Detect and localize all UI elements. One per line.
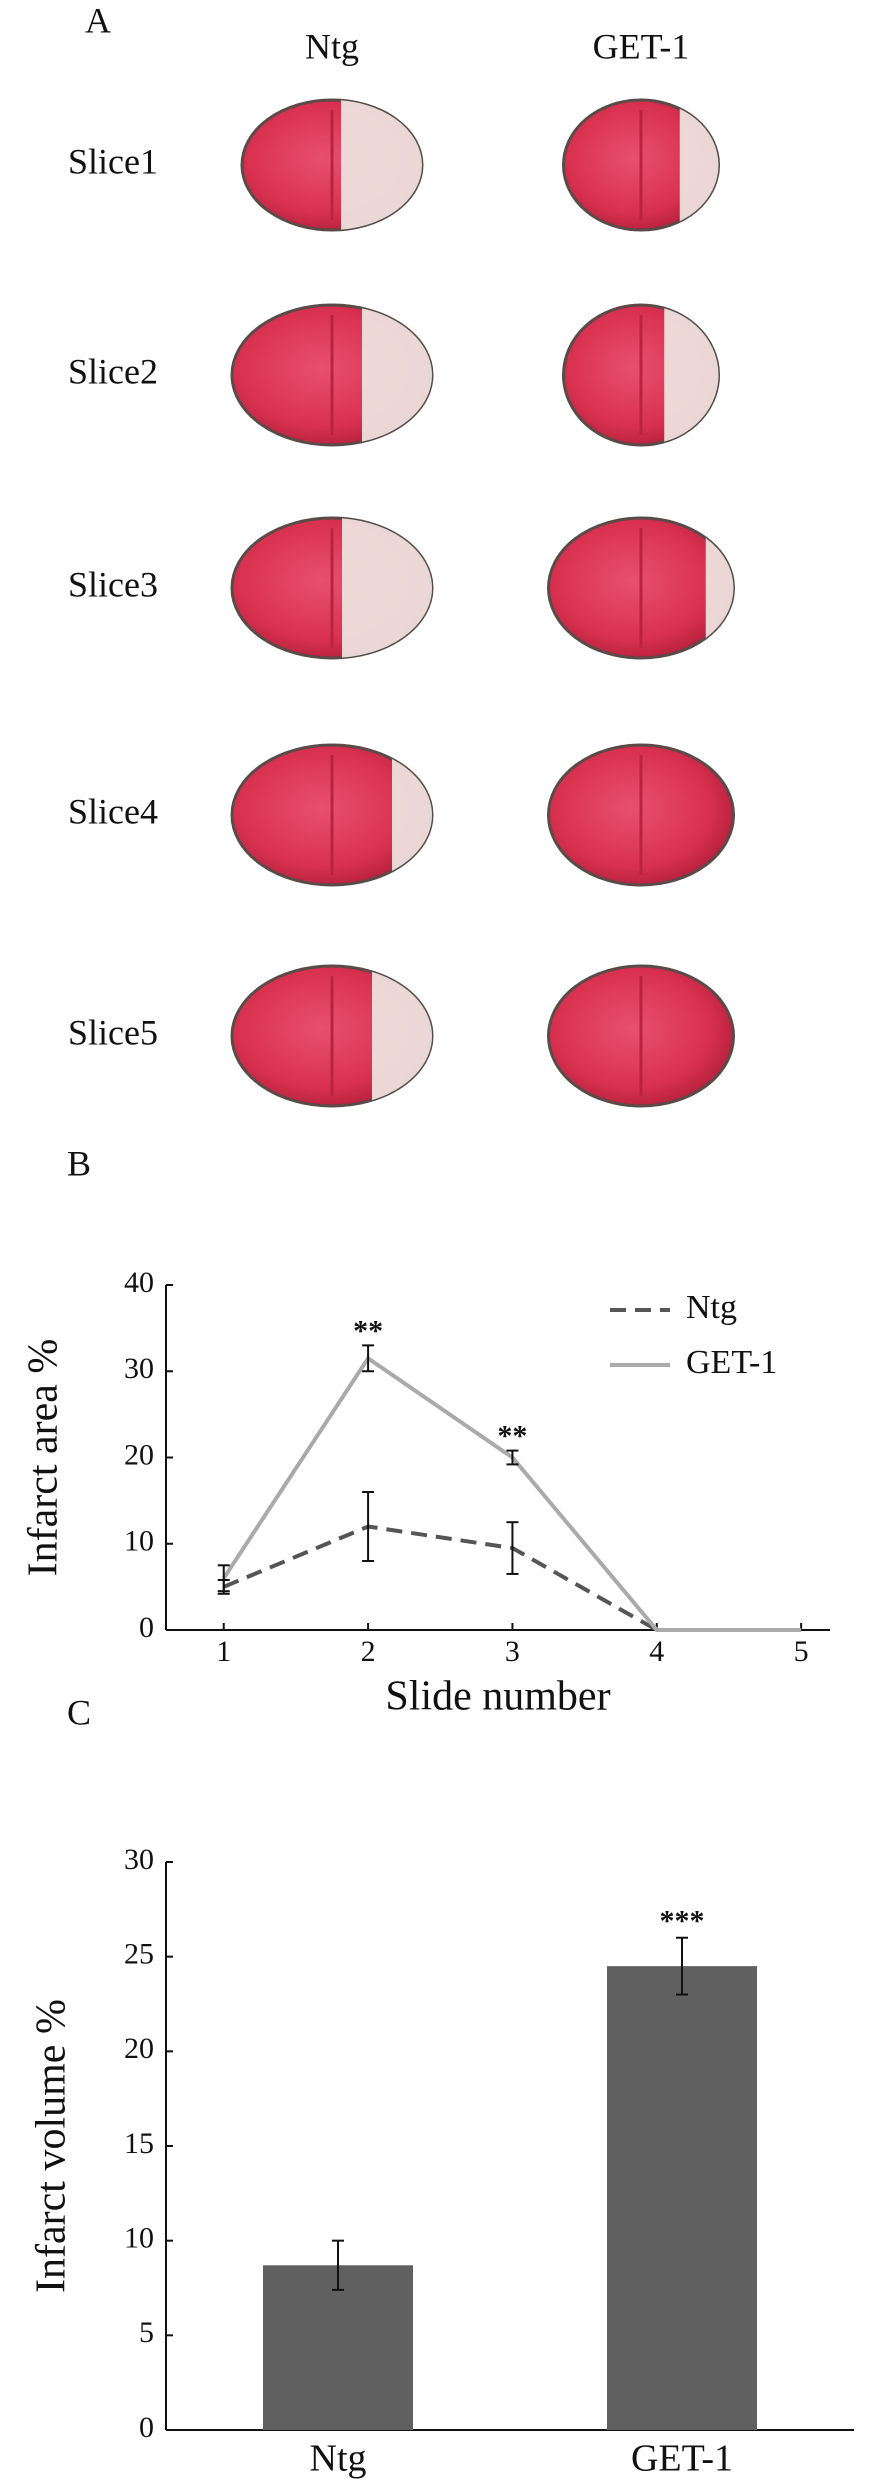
x-tick-label: 5 bbox=[794, 1635, 809, 1668]
y-tick-label: 30 bbox=[124, 1843, 154, 1876]
row-label: Slice4 bbox=[68, 791, 158, 831]
y-tick-label: 30 bbox=[124, 1352, 154, 1385]
infarct-region bbox=[679, 100, 719, 230]
brain-slice-photo bbox=[230, 743, 434, 887]
y-tick-label: 15 bbox=[124, 2127, 154, 2160]
brain-slice-photo bbox=[230, 964, 434, 1108]
brain-slice-photo bbox=[240, 98, 424, 232]
brain-slice-photo bbox=[230, 516, 434, 660]
brain-slice-photo bbox=[562, 303, 720, 447]
y-tick-label: 25 bbox=[124, 1938, 154, 1971]
infarct-region bbox=[372, 966, 432, 1106]
y-tick-label: 20 bbox=[124, 2032, 154, 2065]
brain-slice-photo bbox=[230, 303, 434, 447]
significance-label: *** bbox=[660, 1905, 705, 1938]
brain-slice-photo bbox=[547, 964, 735, 1108]
infarct-region bbox=[705, 518, 734, 658]
y-tick-label: 40 bbox=[124, 1266, 154, 1299]
y-tick-label: 5 bbox=[139, 2316, 154, 2349]
y-axis-label: Infarct area % bbox=[21, 1339, 67, 1577]
brain-slice-photo bbox=[547, 516, 735, 660]
infarct-region bbox=[362, 305, 432, 445]
infarct-region bbox=[664, 305, 719, 445]
bar bbox=[607, 1966, 757, 2430]
brain-slice-photo bbox=[562, 98, 720, 232]
infarct-region bbox=[341, 100, 422, 230]
y-axis-label: Infarct volume % bbox=[29, 1999, 75, 2293]
y-tick-label: 10 bbox=[124, 1525, 154, 1558]
panel-label: A bbox=[85, 0, 111, 40]
significance-label: ** bbox=[353, 1314, 383, 1347]
x-tick-label: GET-1 bbox=[631, 2438, 733, 2480]
x-axis-label: Slide number bbox=[385, 1674, 610, 1720]
row-label: Slice1 bbox=[68, 141, 158, 181]
legend-label: GET-1 bbox=[686, 1344, 777, 1381]
y-tick-label: 10 bbox=[124, 2222, 154, 2255]
row-label: Slice3 bbox=[68, 564, 158, 604]
row-label: Slice5 bbox=[68, 1012, 158, 1052]
column-label: GET-1 bbox=[593, 26, 690, 66]
panel-label: C bbox=[67, 1692, 91, 1732]
x-tick-label: 4 bbox=[649, 1635, 664, 1668]
y-tick-label: 20 bbox=[124, 1438, 154, 1471]
x-tick-label: 3 bbox=[505, 1635, 520, 1668]
x-tick-label: 2 bbox=[361, 1635, 376, 1668]
panel-label: B bbox=[67, 1143, 91, 1183]
column-label: Ntg bbox=[305, 26, 359, 66]
x-tick-label: 1 bbox=[216, 1635, 231, 1668]
bar bbox=[263, 2265, 413, 2430]
significance-label: ** bbox=[497, 1419, 527, 1452]
row-label: Slice2 bbox=[68, 351, 158, 391]
infarct-region bbox=[392, 745, 432, 885]
legend-label: Ntg bbox=[686, 1289, 737, 1326]
brain-slice-photo bbox=[547, 743, 735, 887]
y-tick-label: 0 bbox=[139, 2411, 154, 2444]
y-tick-label: 0 bbox=[139, 1611, 154, 1644]
infarct-region bbox=[342, 518, 432, 658]
x-tick-label: Ntg bbox=[310, 2438, 367, 2480]
series-line bbox=[222, 1355, 802, 1632]
